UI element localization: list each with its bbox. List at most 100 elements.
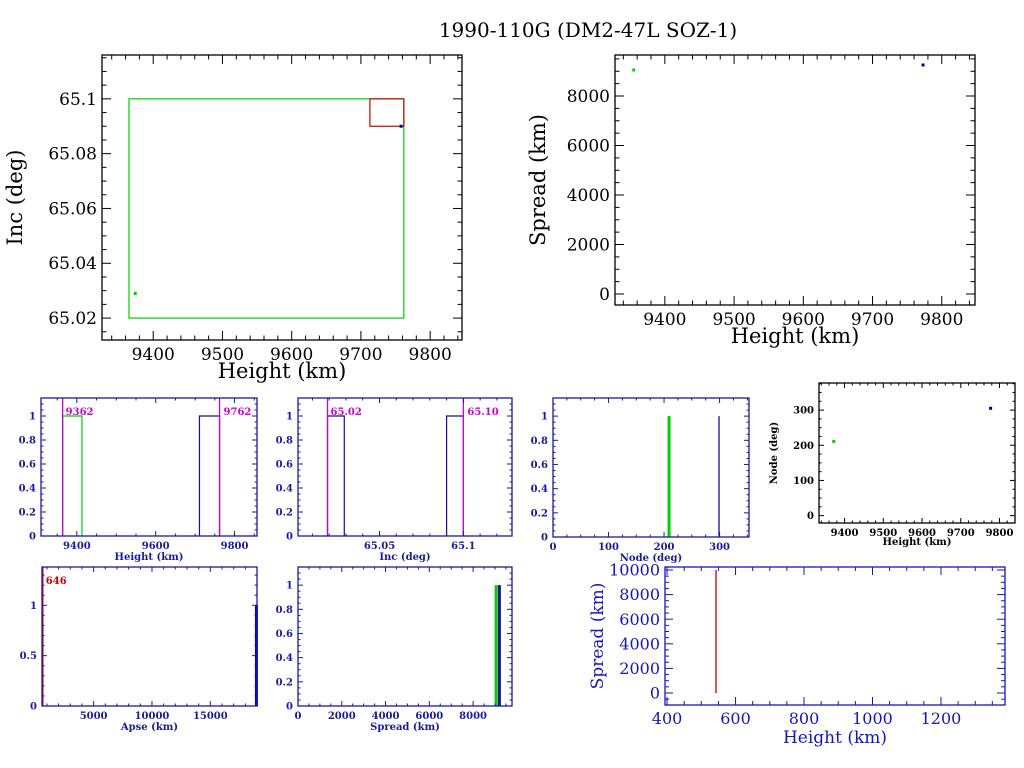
x-axis-label: Apse (km): [120, 722, 178, 733]
tick-marks: [615, 55, 975, 305]
x-tick-label: 9500: [712, 310, 755, 330]
x-tick-label: 9700: [947, 528, 975, 539]
x-tick-label: 9400: [63, 541, 91, 552]
x-tick-label: 15000: [193, 711, 228, 722]
y-tick-label: 4000: [619, 634, 660, 653]
marker-label: 9362: [66, 407, 94, 418]
y-tick-label: 0: [286, 532, 293, 543]
x-tick-label: 2000: [328, 711, 356, 722]
x-tick-label: 4000: [372, 711, 400, 722]
tick-marks: [42, 567, 257, 706]
x-tick-label: 800: [789, 709, 820, 728]
x-tick-label: 9500: [869, 528, 897, 539]
y-tick-label: 0: [29, 532, 36, 543]
y-tick-label: 65.02: [48, 309, 97, 329]
x-axis-label: Height (km): [115, 552, 184, 563]
chart-spread-histogram: 0 2000 4000 6000 8000 0 0.2 0.4 0.6 0.8 1 Spread (k…: [276, 566, 513, 733]
page-title: 1990-110G (DM2-47L SOZ-1): [439, 18, 737, 42]
axes-frame: [297, 397, 513, 537]
y-tick-label: 0.5: [20, 651, 37, 662]
data-point: [832, 439, 836, 443]
chart-inc-vs-height: 9400 9500 9600 9700 9800 65.02 65.04 65.06 65.08…: [3, 54, 463, 383]
y-axis-label: Node (deg): [769, 422, 780, 484]
axes-frame: [41, 566, 258, 707]
x-tick-label: 8000: [459, 711, 487, 722]
x-tick-label: 9800: [221, 541, 249, 552]
y-tick-label: 0: [599, 285, 610, 305]
y-tick-label: 6000: [619, 610, 660, 629]
y-tick-label: 0.4: [19, 484, 36, 495]
histogram-bar: [445, 415, 464, 536]
chart-height-histogram: 9362 9762 9400 9600 9800 0 0.2 0.4 0.6 0.8 1 Height…: [19, 397, 258, 563]
y-tick-label: 0.4: [276, 653, 293, 664]
tick-marks: [552, 397, 749, 537]
marker-label: 646: [46, 576, 67, 587]
marker-label: 65.10: [467, 407, 498, 418]
axes-frame: [818, 382, 1016, 524]
x-axis-label: Height (km): [883, 537, 952, 548]
x-tick-label: 9700: [339, 345, 382, 365]
data-point: [632, 68, 636, 72]
y-tick-label: 0: [541, 533, 548, 544]
histogram-bar: [198, 415, 221, 536]
chart-apse-histogram: 646 5000 10000 15000 0 0.5 1 Apse (km): [20, 566, 258, 733]
x-tick-label: 10000: [135, 711, 170, 722]
y-tick-label: 300: [793, 406, 814, 417]
x-tick-label: 9400: [831, 528, 859, 539]
y-tick-label: 2000: [619, 659, 660, 678]
chart-spread-vs-height: 9400 9500 9600 9700 9800 0 2000 4000 6000 8000 Hei…: [526, 54, 976, 348]
y-tick-label: 0.4: [531, 484, 548, 495]
x-tick-label: 9800: [409, 345, 452, 365]
y-tick-label: 0.2: [276, 508, 293, 519]
y-tick-label: 8000: [619, 585, 660, 604]
x-tick-label: 100: [598, 542, 619, 553]
x-tick-label: 65.05: [364, 541, 395, 552]
x-tick-label: 9600: [782, 310, 825, 330]
x-tick-label: 9700: [851, 310, 894, 330]
x-tick-label: 1200: [921, 709, 962, 728]
x-axis-label: Height (km): [783, 728, 887, 748]
x-tick-label: 9600: [142, 541, 170, 552]
y-tick-label: 0.2: [531, 508, 548, 519]
y-tick-label: 0: [286, 702, 293, 713]
y-tick-label: 1: [541, 412, 548, 423]
data-rect: [369, 98, 405, 127]
axes-frame: [40, 397, 258, 537]
y-axis-label: Spread (km): [588, 583, 608, 690]
y-tick-label: 65.08: [48, 145, 97, 165]
data-point: [399, 124, 403, 128]
x-tick-label: 9800: [920, 310, 963, 330]
y-tick-label: 65.06: [48, 199, 97, 219]
y-tick-label: 1: [286, 412, 293, 423]
y-tick-label: 200: [793, 441, 814, 452]
y-tick-label: 65.1: [59, 90, 97, 110]
data-point: [989, 406, 993, 410]
x-tick-label: 200: [654, 542, 675, 553]
x-tick-label: 400: [652, 709, 683, 728]
tick-marks: [665, 567, 1005, 705]
data-rect: [128, 98, 405, 319]
y-tick-label: 0.8: [531, 436, 548, 447]
x-tick-label: 5000: [80, 711, 108, 722]
y-axis-label: Inc (deg): [3, 150, 27, 246]
y-tick-label: 10000: [609, 561, 660, 580]
x-tick-label: 65.1: [451, 541, 475, 552]
x-tick-label: 600: [720, 709, 751, 728]
marker-label: 9762: [224, 407, 252, 418]
marker-label: 65.02: [331, 407, 362, 418]
x-axis-label: Node (deg): [620, 553, 682, 564]
chart-node-vs-height: 9400 9500 9600 9700 9800 0 100 200 300 Height (km…: [769, 382, 1016, 548]
y-tick-label: 0: [650, 684, 660, 703]
y-tick-label: 0: [807, 511, 814, 522]
y-tick-label: 0.6: [276, 460, 293, 471]
data-point: [133, 291, 137, 295]
y-tick-label: 0.2: [276, 677, 293, 688]
y-tick-label: 6000: [567, 136, 610, 156]
x-tick-label: 6000: [415, 711, 443, 722]
x-tick-label: 0: [550, 542, 557, 553]
x-tick-label: 9600: [270, 345, 313, 365]
x-tick-label: 0: [295, 711, 302, 722]
x-tick-label: 1000: [852, 709, 893, 728]
x-tick-label: 9400: [132, 345, 175, 365]
